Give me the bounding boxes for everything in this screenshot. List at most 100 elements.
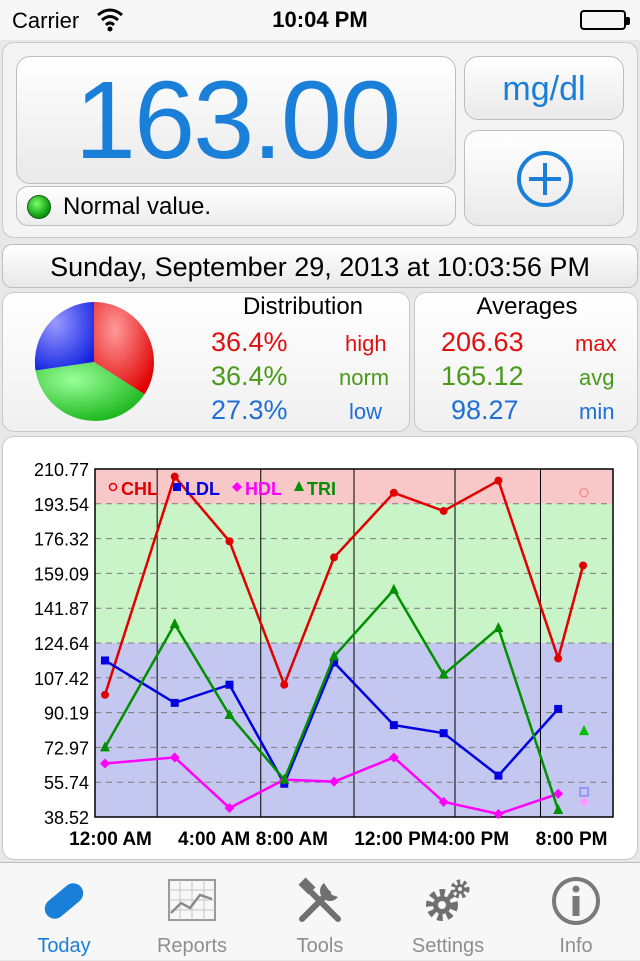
status-bar: Carrier 10:04 PM — [0, 0, 640, 40]
y-tick-label: 193.54 — [34, 495, 89, 515]
tab-today[interactable]: Today — [0, 863, 128, 961]
data-point-ldl — [389, 721, 398, 730]
tab-label: Reports — [156, 935, 228, 957]
data-point-tri — [388, 583, 399, 594]
data-point-tri — [438, 668, 449, 679]
history-chart-panel: 210.77 193.54 176.32 159.09 141.87 124.64 107.… — [2, 436, 638, 860]
info-icon — [552, 877, 600, 925]
reading-display[interactable]: 163.00 — [16, 56, 456, 184]
x-tick-label: 12:00 AM — [69, 829, 152, 850]
tools-icon — [298, 877, 341, 922]
max-label: max — [575, 331, 617, 356]
wifi-icon — [96, 6, 124, 37]
add-reading-button[interactable] — [464, 130, 624, 226]
battery-icon — [580, 10, 630, 30]
y-tick-label: 176.32 — [34, 530, 89, 550]
y-tick-label: 38.52 — [44, 808, 89, 828]
legend-marker — [173, 483, 181, 491]
distribution-title: Distribution — [242, 293, 364, 320]
data-point-hdl — [438, 796, 449, 807]
min-label: min — [579, 399, 615, 424]
legend-label-ldl: LDL — [185, 479, 220, 499]
x-tick-label: 4:00 PM — [437, 829, 509, 850]
avg-value: 165.12 — [441, 361, 524, 391]
max-value: 206.63 — [441, 327, 524, 357]
current-marker-tri — [579, 725, 589, 736]
data-point-chl — [101, 690, 109, 699]
data-point-ldl — [439, 729, 448, 738]
plus-circle-icon — [517, 151, 573, 207]
data-point-ldl — [170, 698, 179, 707]
plot-frame — [94, 468, 614, 818]
status-text: Normal value. — [63, 193, 212, 220]
tab-bar: Today Reports Tools Settings — [0, 862, 640, 960]
clock: 10:04 PM — [272, 7, 368, 32]
data-point-chl — [494, 476, 503, 485]
legend-label-tri: TRI — [307, 479, 336, 499]
data-point-ldl — [330, 658, 339, 667]
y-tick-label: 124.64 — [34, 634, 89, 654]
y-tick-label: 55.74 — [44, 773, 89, 793]
data-point-tri — [169, 618, 180, 629]
data-point-chl — [225, 537, 234, 546]
data-point-hdl — [553, 788, 564, 799]
tab-label: Tools — [296, 935, 344, 957]
high-percent: 36.4% — [211, 327, 288, 357]
legend-label-chl: CHL — [121, 479, 158, 499]
data-point-hdl — [169, 752, 180, 763]
data-point-tri — [100, 741, 110, 752]
data-point-tri — [329, 650, 340, 661]
current-marker-hdl — [579, 796, 589, 807]
pill-icon — [44, 883, 84, 919]
history-line-chart[interactable]: 210.77 193.54 176.32 159.09 141.87 124.64 107.… — [3, 437, 639, 861]
tab-info[interactable]: Info — [512, 863, 640, 961]
x-tick-label: 12:00 PM — [354, 829, 436, 850]
averages-panel: Averages 206.63 165.12 98.27 max avg min — [414, 292, 638, 432]
tab-label: Today — [37, 935, 91, 957]
data-point-ldl — [101, 656, 109, 665]
tab-tools[interactable]: Tools — [256, 863, 384, 961]
averages-title: Averages — [476, 293, 578, 320]
data-point-hdl — [100, 758, 110, 769]
tab-label: Settings — [411, 935, 485, 957]
high-label: high — [345, 331, 387, 356]
data-point-chl — [554, 654, 563, 663]
norm-percent: 36.4% — [211, 361, 288, 391]
data-point-hdl — [493, 809, 504, 820]
data-point-ldl — [554, 704, 563, 713]
legend-label-hdl: HDL — [245, 479, 282, 499]
chart-icon — [168, 879, 216, 921]
series-line-chl — [103, 474, 585, 696]
carrier-label: Carrier — [12, 8, 80, 33]
reading-value: 163.00 — [74, 59, 401, 182]
distribution-pie-chart — [34, 302, 155, 421]
unit-button[interactable]: mg/dl — [464, 56, 624, 120]
pie-slice-low — [34, 302, 94, 371]
current-marker-ldl — [579, 787, 589, 797]
y-tick-label: 90.19 — [44, 704, 89, 724]
x-tick-label: 4:00 AM — [178, 829, 250, 850]
data-point-tri — [224, 709, 235, 720]
legend-marker — [108, 482, 118, 492]
data-point-chl — [330, 553, 339, 562]
low-percent: 27.3% — [211, 395, 288, 425]
avg-label: avg — [579, 365, 615, 390]
legend-marker — [232, 482, 242, 492]
data-point-hdl — [224, 802, 235, 813]
tab-label: Info — [559, 935, 593, 957]
legend-marker — [294, 481, 304, 491]
tab-settings[interactable]: Settings — [384, 863, 512, 961]
data-point-tri — [553, 803, 564, 814]
current-marker-chl — [579, 488, 589, 498]
min-value: 98.27 — [451, 395, 519, 425]
y-tick-label: 72.97 — [44, 738, 89, 758]
date-time-display[interactable]: Sunday, September 29, 2013 at 10:03:56 P… — [2, 244, 638, 288]
y-tick-label: 141.87 — [34, 599, 89, 619]
data-point-hdl — [388, 752, 399, 763]
x-tick-label: 8:00 PM — [536, 829, 608, 850]
pie-slice-high — [94, 302, 155, 395]
x-tick-label: 8:00 AM — [256, 829, 328, 850]
tab-reports[interactable]: Reports — [128, 863, 256, 961]
low-label: low — [349, 399, 383, 424]
status-dot-icon — [27, 195, 51, 219]
